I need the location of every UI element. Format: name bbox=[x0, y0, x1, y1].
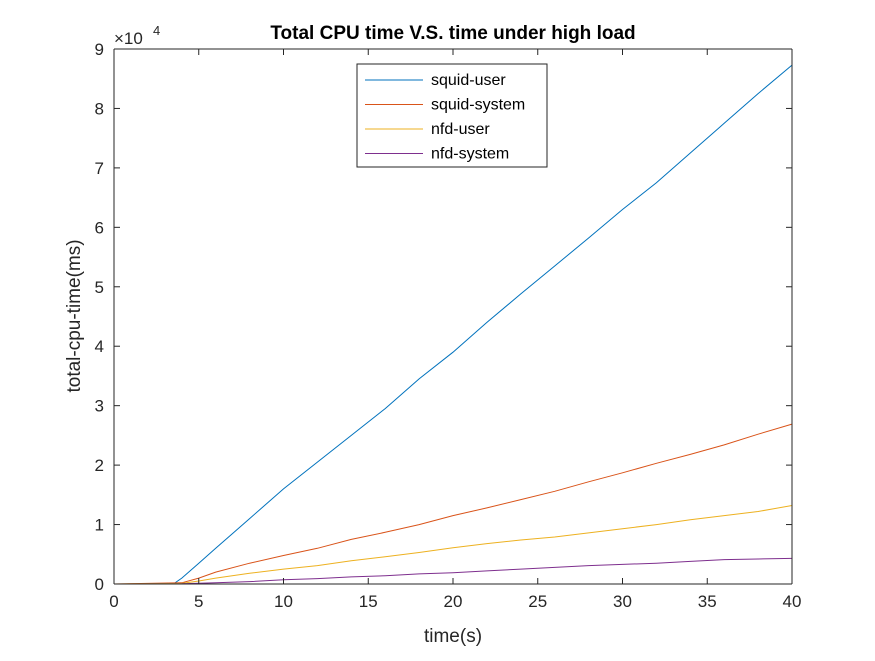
y-tick-label: 6 bbox=[95, 218, 104, 237]
y-axis-exponent: ×10 4 bbox=[114, 23, 160, 48]
x-tick-label: 20 bbox=[444, 592, 463, 611]
y-axis-label: total-cpu-time(ms) bbox=[64, 239, 85, 392]
legend-label-squid-system: squid-system bbox=[431, 97, 525, 114]
x-tick-label: 0 bbox=[109, 592, 118, 611]
y-tick-label: 4 bbox=[95, 337, 104, 356]
x-tick-label: 15 bbox=[359, 592, 378, 611]
series-layer bbox=[113, 64, 793, 585]
x-axis-label: time(s) bbox=[424, 626, 482, 647]
legend-label-nfd-system: nfd-system bbox=[431, 146, 509, 163]
y-tick-label: 5 bbox=[95, 278, 104, 297]
y-tick-label: 1 bbox=[95, 516, 104, 535]
y-tick-label: 0 bbox=[95, 575, 104, 594]
chart-title: Total CPU time V.S. time under high load bbox=[270, 23, 635, 44]
series-line-squid-system bbox=[113, 423, 793, 585]
x-tick-label: 40 bbox=[783, 592, 802, 611]
y-exponent-power: 4 bbox=[153, 23, 160, 38]
x-tick-label: 25 bbox=[528, 592, 547, 611]
legend-items: squid-user squid-system nfd-user nfd-system bbox=[365, 72, 525, 163]
x-tick-label: 30 bbox=[613, 592, 632, 611]
ticks-layer: 0 5 10 15 20 25 30 35 40 0 1 2 3 4 5 6 7 8 9 bbox=[95, 40, 802, 611]
series-line-squid-user bbox=[114, 64, 793, 585]
y-tick-label: 8 bbox=[95, 99, 104, 118]
legend-label-squid-user: squid-user bbox=[431, 72, 506, 89]
x-tick-label: 5 bbox=[194, 592, 203, 611]
x-tick-label: 35 bbox=[698, 592, 717, 611]
legend-label-nfd-user: nfd-user bbox=[431, 121, 490, 138]
legend-box bbox=[356, 63, 548, 168]
y-tick-label: 7 bbox=[95, 159, 104, 178]
y-tick-label: 9 bbox=[95, 40, 104, 59]
series-line-nfd-system bbox=[113, 557, 793, 585]
y-exponent-base: ×10 bbox=[114, 29, 143, 48]
legend: squid-user squid-system nfd-user nfd-system bbox=[356, 63, 548, 168]
series-line-nfd-user bbox=[113, 505, 793, 585]
x-tick-label: 10 bbox=[274, 592, 293, 611]
y-tick-label: 2 bbox=[95, 456, 104, 475]
y-tick-label: 3 bbox=[95, 397, 104, 416]
